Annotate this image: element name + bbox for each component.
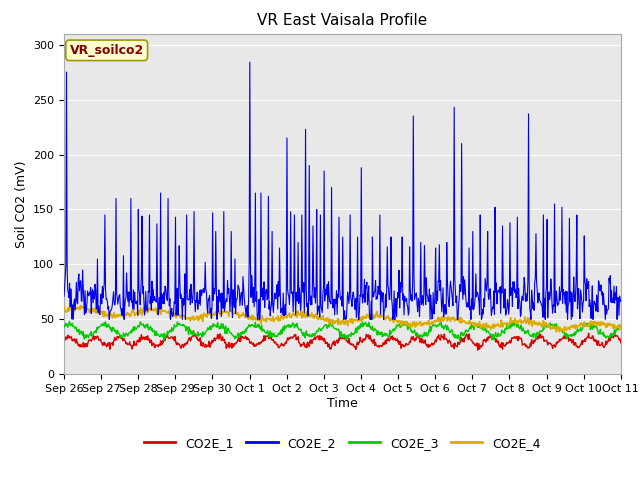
Y-axis label: Soil CO2 (mV): Soil CO2 (mV) xyxy=(15,160,28,248)
Title: VR East Vaisala Profile: VR East Vaisala Profile xyxy=(257,13,428,28)
Text: VR_soilco2: VR_soilco2 xyxy=(70,44,144,57)
X-axis label: Time: Time xyxy=(327,397,358,410)
Legend: CO2E_1, CO2E_2, CO2E_3, CO2E_4: CO2E_1, CO2E_2, CO2E_3, CO2E_4 xyxy=(139,432,546,455)
